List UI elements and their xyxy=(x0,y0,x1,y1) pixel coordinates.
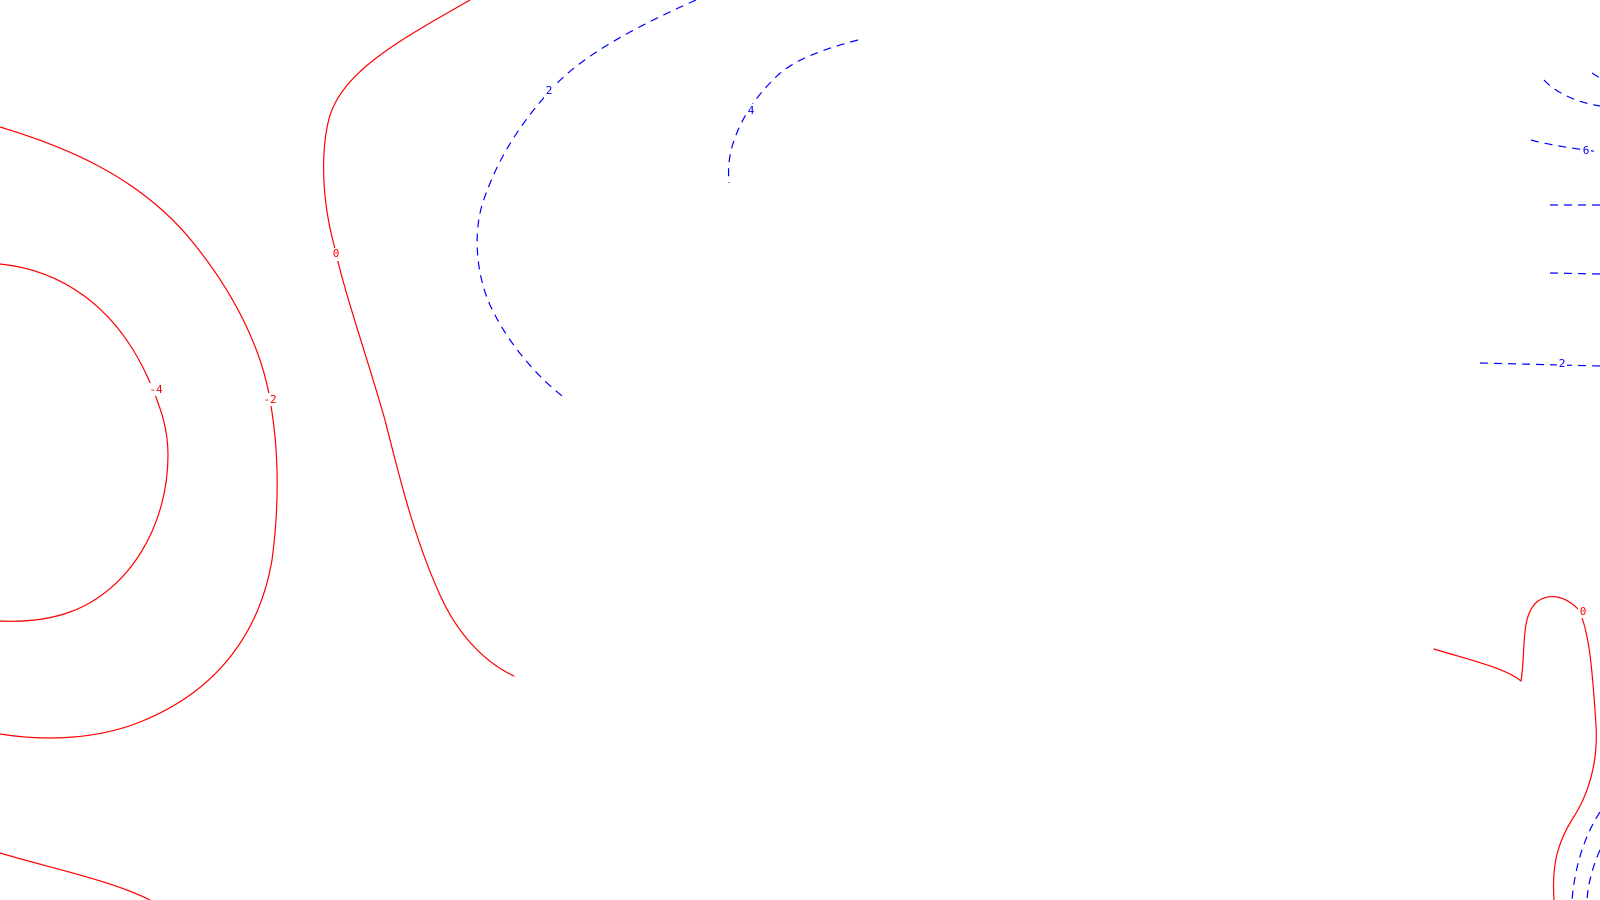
contour-line-pos-right-top2 xyxy=(1591,72,1600,79)
positive-contours xyxy=(476,0,1600,900)
contour-line-neg2 xyxy=(0,126,278,739)
label-neg2: -2 xyxy=(263,393,276,406)
label-zero-left: 0 xyxy=(333,247,340,260)
label-pos4: 4 xyxy=(748,104,755,117)
contour-line-pos2-left xyxy=(476,0,697,399)
contour-line-zero-right xyxy=(1433,595,1597,900)
label-pos2-left: 2 xyxy=(546,84,553,97)
contour-line-bottom-left xyxy=(0,852,151,900)
label-pos2-right: 2 xyxy=(1559,357,1566,370)
contour-line-pos-bottom-right-1 xyxy=(1571,811,1600,900)
contour-line-pos4 xyxy=(727,39,859,184)
contour-line-pos2-right xyxy=(1479,362,1600,367)
contour-line-pos-right-4 xyxy=(1549,272,1600,275)
label-neg4: -4 xyxy=(149,383,163,396)
contour-line-pos6 xyxy=(1530,139,1600,153)
contour-line-pos-bottom-right-2 xyxy=(1586,849,1600,900)
contour-line-zero-left xyxy=(323,0,515,677)
label-zero-right: 0 xyxy=(1580,605,1587,618)
contour-line-neg4 xyxy=(0,263,169,622)
label-pos6: 6 xyxy=(1583,144,1590,157)
contour-labels: -4 -2 0 2 4 6 2 0 xyxy=(149,84,1591,618)
contour-line-pos-right-top xyxy=(1543,79,1600,107)
